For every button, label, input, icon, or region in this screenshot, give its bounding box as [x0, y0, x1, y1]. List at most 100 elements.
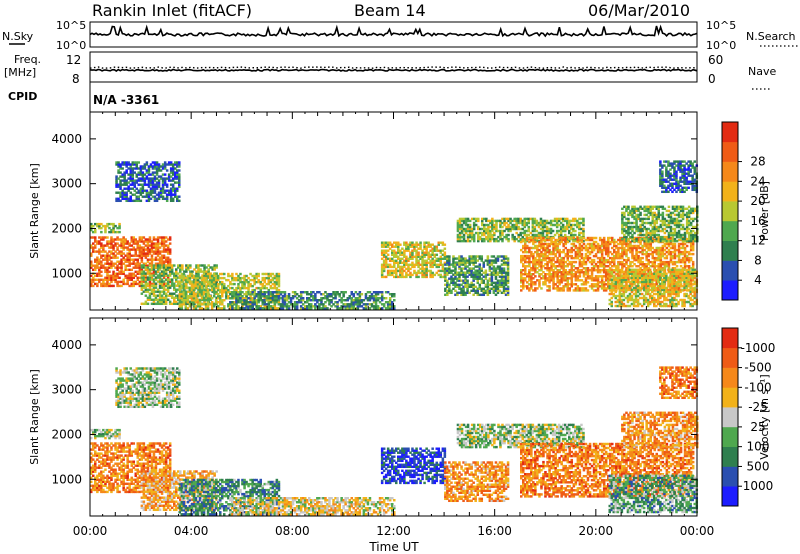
power-cell — [393, 265, 396, 269]
power-cell — [140, 278, 144, 281]
power-cell — [145, 175, 149, 178]
power-cell — [168, 266, 172, 269]
power-cell — [458, 217, 462, 221]
power-cell — [176, 175, 179, 178]
power-cell — [570, 233, 573, 237]
power-cell — [173, 284, 176, 287]
power-cell — [195, 272, 198, 275]
power-cell — [188, 305, 192, 308]
power-cell — [247, 276, 250, 280]
power-cell — [212, 305, 216, 308]
power-cell — [125, 199, 128, 203]
power-cell — [269, 280, 273, 284]
power-cell — [525, 229, 529, 233]
power-cell — [166, 286, 170, 289]
power-cell — [483, 225, 486, 229]
power-cell — [247, 282, 250, 286]
power-cell — [229, 282, 232, 286]
power-cell — [165, 185, 169, 188]
power-cell — [150, 266, 154, 269]
power-cell — [425, 247, 428, 250]
power-cell — [380, 257, 384, 261]
power-cell — [118, 230, 121, 234]
power-cell — [269, 297, 273, 300]
power-cell — [137, 189, 141, 192]
power-cell — [399, 253, 402, 257]
power-cell — [413, 243, 416, 246]
power-cell — [212, 284, 216, 288]
power-cell — [431, 253, 434, 257]
power-cell — [158, 258, 162, 261]
power-cell — [358, 295, 362, 298]
power-cell — [112, 262, 115, 265]
power-cell — [149, 197, 153, 201]
power-cell — [513, 225, 516, 229]
power-cell — [154, 278, 158, 281]
power-cell — [115, 163, 118, 166]
power-cell — [535, 221, 539, 225]
power-cell — [499, 235, 502, 239]
power-cell — [189, 290, 192, 293]
power-cell — [421, 271, 424, 275]
power-cell — [507, 219, 510, 223]
power-cell — [388, 243, 392, 246]
power-cell — [117, 199, 120, 203]
power-cell — [164, 284, 168, 287]
power-cell — [485, 237, 488, 241]
power-cell — [169, 199, 173, 203]
power-cell — [464, 227, 468, 231]
power-cell — [259, 295, 263, 298]
power-cell — [102, 266, 105, 269]
power-cell — [156, 288, 160, 291]
power-cell — [202, 293, 206, 296]
power-cell — [195, 296, 198, 300]
power-cell — [299, 305, 303, 308]
power-cell — [499, 221, 502, 225]
power-cell — [391, 271, 394, 275]
power-cell — [405, 241, 408, 244]
power-cell — [429, 263, 432, 267]
power-cell — [150, 292, 154, 295]
power-cell — [166, 276, 170, 280]
power-cell — [287, 301, 291, 304]
power-cell — [310, 293, 313, 296]
power-cell — [212, 280, 216, 284]
power-cell — [269, 274, 273, 278]
power-cell — [194, 301, 198, 304]
power-cell — [204, 286, 208, 290]
power-cell — [547, 235, 551, 239]
power-cell — [190, 284, 194, 288]
power-cell — [131, 163, 135, 166]
power-cell — [423, 267, 426, 271]
power-cell — [130, 272, 134, 276]
power-cell — [158, 302, 162, 306]
power-cell — [178, 165, 181, 168]
power-cell — [382, 251, 386, 254]
power-cell — [210, 276, 214, 280]
power-cell — [151, 189, 155, 192]
power-cell — [497, 219, 500, 223]
power-cell — [194, 305, 198, 308]
power-cell — [253, 276, 256, 280]
power-cell — [156, 270, 160, 273]
power-cell — [537, 233, 541, 237]
power-cell — [324, 295, 327, 298]
power-cell — [527, 233, 531, 237]
power-cell — [263, 299, 267, 302]
power-cell — [125, 169, 128, 172]
power-cell — [210, 284, 214, 288]
power-cell — [395, 255, 398, 259]
power-cell — [235, 295, 238, 298]
power-cell — [275, 301, 279, 304]
power-cell — [98, 280, 101, 284]
power-cell — [479, 237, 482, 241]
power-cell — [116, 274, 119, 278]
power-cell — [533, 227, 537, 231]
power-cell — [493, 233, 496, 237]
power-cell — [527, 227, 531, 231]
power-cell — [134, 242, 138, 245]
power-cell — [143, 167, 147, 170]
power-cell — [98, 224, 101, 228]
power-cell — [166, 246, 170, 249]
power-cell — [92, 284, 95, 288]
